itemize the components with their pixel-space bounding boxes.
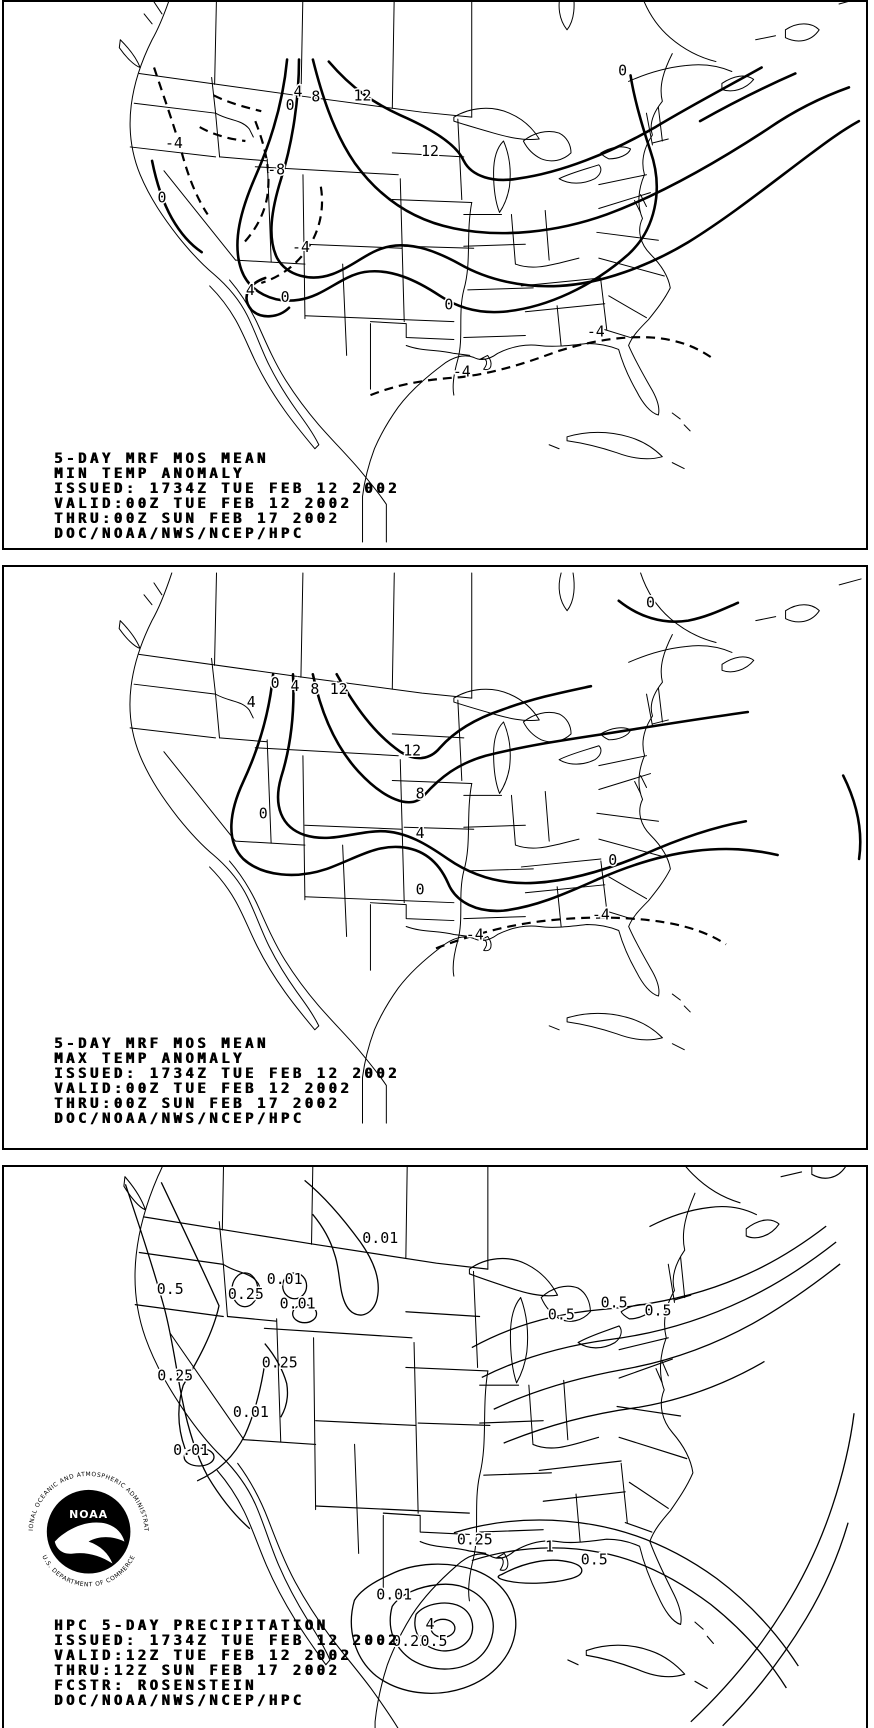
contour-label: 0.01: [233, 1403, 269, 1421]
caption-line: VALID:12Z TUE FEB 12 2002: [54, 1648, 353, 1664]
contour-label: -4: [466, 925, 484, 943]
contour-label: 12: [330, 680, 348, 698]
contour-label: 8: [310, 680, 319, 698]
contour-label: 4: [416, 824, 425, 842]
contour-label: 0.25: [157, 1366, 193, 1384]
caption-line: ISSUED: 1734Z TUE FEB 12 2002: [54, 1633, 400, 1649]
contour-label: 0: [618, 61, 627, 79]
contour-label: 0: [646, 594, 655, 612]
caption-line: THRU:00Z SUN FEB 17 2002: [54, 511, 341, 527]
contour-label: 8: [416, 784, 425, 802]
contour-label: 0.5: [581, 1551, 608, 1569]
precip-contour-labels: 0.010.010.250.010.50.50.5 0.50.250.250.01…: [155, 1228, 673, 1652]
noaa-logo-wordmark: NOAA: [69, 1508, 108, 1521]
contour-label: -4: [587, 323, 605, 341]
contour-label: 0: [444, 296, 453, 314]
contour-label: 0.25: [457, 1531, 493, 1549]
panel-precipitation: NOAA NATIONAL OCEANIC AND ATMOSPHERIC AD…: [2, 1165, 868, 1728]
contour-label: 0: [158, 189, 167, 207]
caption-line: THRU:12Z SUN FEB 17 2002: [54, 1663, 341, 1679]
contour-label: 0: [286, 96, 295, 114]
noaa-logo: NOAA NATIONAL OCEANIC AND ATMOSPHERIC AD…: [28, 1471, 149, 1589]
caption-line: 5-DAY MRF MOS MEAN: [54, 1036, 269, 1052]
contour-label: 0.01: [173, 1441, 209, 1459]
precip-caption: HPC 5-DAY PRECIPITATION ISSUED: 1734Z TUE…: [54, 1619, 400, 1709]
contour-label: 4: [290, 677, 299, 695]
caption-line: THRU:00Z SUN FEB 17 2002: [54, 1096, 341, 1112]
contour-label: 8: [311, 87, 320, 105]
contour-label: 0: [608, 851, 617, 869]
contour-label: 4: [247, 693, 256, 711]
contour-label: 12: [354, 86, 372, 104]
contour-label: 0.25: [228, 1285, 264, 1303]
max-temp-contours: [230, 599, 862, 950]
contour-label: 0: [416, 881, 425, 899]
contour-label: -4: [592, 906, 610, 924]
contour-label: 0: [281, 288, 290, 306]
panel-min-temp-anomaly: 4 8 0 12 12 -4 -8 0 -4 4 0 0 -4 -4 0 5-DAY MRF MOS MEA…: [2, 0, 868, 550]
contour-label: 4: [294, 82, 303, 100]
caption-line: 5-DAY MRF MOS MEAN: [54, 451, 269, 467]
panel-max-temp-anomaly: 0 4 8 12 4 12 8 0 4 0 0 -4 -4 0 5-DAY MRF MOS MEAN MAX…: [2, 565, 868, 1150]
contour-label: 0.5: [601, 1294, 628, 1312]
contour-label: 12: [421, 142, 439, 160]
noaa-seagull-icon: [54, 1522, 125, 1564]
precip-contours: [124, 1179, 855, 1727]
contour-label: 1: [545, 1538, 554, 1556]
min-temp-contours: [150, 58, 861, 397]
contour-label: 0: [271, 674, 280, 692]
caption-line: MAX TEMP ANOMALY: [54, 1051, 245, 1067]
contour-label: -4: [165, 134, 183, 152]
contour-label: 0.5: [644, 1302, 671, 1320]
contour-label: 0.01: [280, 1295, 316, 1313]
contour-label: 4: [426, 1615, 435, 1633]
caption-line: MIN TEMP ANOMALY: [54, 466, 245, 482]
contour-label: 4: [246, 281, 255, 299]
contour-label: -8: [267, 161, 285, 179]
caption-line: DOC/NOAA/NWS/NCEP/HPC: [54, 1111, 305, 1127]
caption-line: DOC/NOAA/NWS/NCEP/HPC: [54, 1693, 305, 1709]
contour-label: 0.01: [267, 1270, 303, 1288]
contour-label: 0.5: [548, 1306, 575, 1324]
contour-label: 0.25: [392, 1632, 428, 1650]
contour-label: 0.01: [362, 1229, 398, 1247]
caption-line: DOC/NOAA/NWS/NCEP/HPC: [54, 526, 305, 542]
caption-line: ISSUED: 1734Z TUE FEB 12 2002: [54, 481, 400, 497]
contour-label: 0.01: [376, 1585, 412, 1603]
contour-label: 0: [259, 804, 268, 822]
max-temp-caption: 5-DAY MRF MOS MEAN MAX TEMP ANOMALY ISSUED…: [54, 1037, 400, 1127]
min-temp-caption: 5-DAY MRF MOS MEAN MIN TEMP ANOMALY ISSUED…: [54, 452, 400, 542]
caption-line: ISSUED: 1734Z TUE FEB 12 2002: [54, 1066, 400, 1082]
precip-map-svg: NOAA NATIONAL OCEANIC AND ATMOSPHERIC AD…: [28, 1167, 866, 1728]
contour-label: 0.5: [421, 1632, 448, 1650]
contour-label: -4: [453, 362, 471, 380]
contour-label: -4: [292, 238, 310, 256]
caption-line: FCSTR: ROSENSTEIN: [54, 1678, 257, 1694]
caption-line: HPC 5-DAY PRECIPITATION: [54, 1618, 329, 1634]
caption-line: VALID:00Z TUE FEB 12 2002: [54, 496, 353, 512]
caption-line: VALID:00Z TUE FEB 12 2002: [54, 1081, 353, 1097]
contour-label: 12: [403, 742, 421, 760]
contour-label: 0.5: [157, 1280, 184, 1298]
contour-label: 0.25: [262, 1353, 298, 1371]
